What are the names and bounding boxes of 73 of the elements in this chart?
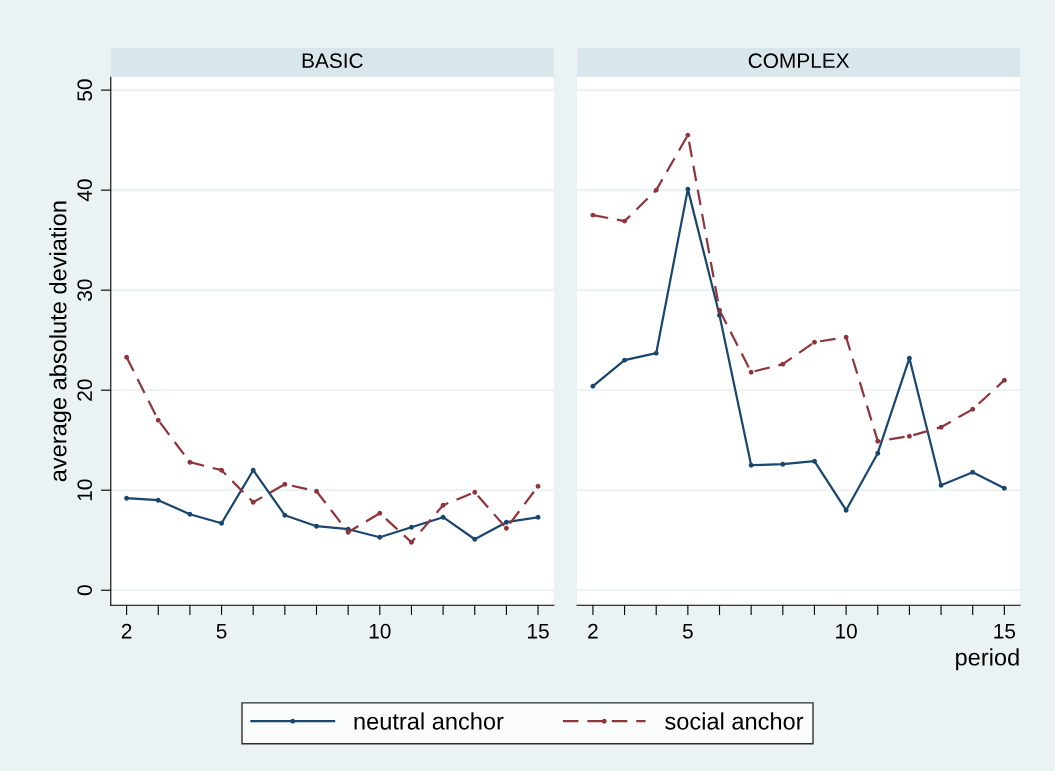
point bbox=[440, 514, 446, 520]
point bbox=[503, 519, 509, 525]
point bbox=[282, 481, 288, 487]
point bbox=[653, 187, 659, 193]
point bbox=[1001, 377, 1007, 383]
point bbox=[717, 307, 722, 313]
chart-title: BASIC bbox=[302, 53, 363, 69]
point bbox=[314, 488, 319, 494]
point bbox=[187, 511, 193, 517]
x-tick-label: 15 bbox=[528, 624, 549, 639]
point bbox=[906, 355, 912, 361]
point bbox=[377, 510, 383, 516]
point bbox=[622, 357, 627, 363]
point bbox=[590, 383, 596, 389]
point bbox=[314, 523, 319, 529]
x-tick-label: 15 bbox=[994, 624, 1016, 639]
point bbox=[812, 339, 817, 345]
x-axis-title: period bbox=[956, 648, 1019, 671]
point bbox=[875, 450, 881, 456]
point bbox=[377, 534, 383, 540]
point bbox=[748, 462, 754, 468]
point bbox=[250, 467, 256, 473]
point bbox=[535, 483, 541, 489]
point bbox=[155, 497, 161, 503]
point bbox=[155, 417, 161, 423]
point bbox=[590, 212, 596, 218]
point bbox=[938, 482, 944, 488]
point bbox=[124, 495, 130, 501]
point bbox=[622, 218, 627, 224]
y-axis-title: average absolute deviation bbox=[49, 201, 72, 482]
point bbox=[812, 458, 817, 464]
point bbox=[843, 334, 849, 340]
x-tick-label: 5 bbox=[216, 624, 227, 639]
x-tick-label: 10 bbox=[369, 623, 391, 639]
point bbox=[780, 461, 786, 467]
legend-label: neutral anchor bbox=[354, 712, 504, 730]
point bbox=[906, 433, 912, 439]
y-tick-label: 50 bbox=[77, 79, 93, 101]
point bbox=[653, 350, 659, 356]
point bbox=[472, 489, 478, 495]
point bbox=[970, 406, 976, 412]
point bbox=[282, 512, 288, 518]
point bbox=[875, 438, 881, 444]
chart-title: COMPLEX bbox=[748, 53, 850, 69]
x-tick-label: 10 bbox=[836, 623, 857, 639]
y-tick-label: 0 bbox=[77, 585, 93, 596]
point bbox=[440, 502, 446, 508]
point bbox=[503, 525, 509, 531]
y-tick-label: 30 bbox=[77, 279, 93, 301]
y-tick-label: 40 bbox=[77, 179, 93, 202]
point bbox=[843, 507, 849, 513]
point bbox=[250, 499, 256, 505]
point bbox=[1001, 485, 1007, 491]
point bbox=[219, 520, 224, 526]
y-tick-label: 20 bbox=[77, 379, 93, 401]
legend-label: social anchor bbox=[665, 712, 804, 730]
point bbox=[409, 524, 414, 530]
point bbox=[685, 186, 691, 192]
point bbox=[780, 361, 786, 367]
point bbox=[970, 469, 976, 475]
point bbox=[938, 424, 944, 430]
x-tick-label: 2 bbox=[588, 623, 598, 639]
point bbox=[124, 354, 130, 360]
point bbox=[219, 467, 224, 473]
point bbox=[748, 369, 754, 375]
point bbox=[409, 539, 414, 545]
point bbox=[535, 514, 541, 520]
point bbox=[685, 132, 691, 138]
x-tick-label: 5 bbox=[682, 624, 693, 639]
point bbox=[187, 459, 193, 465]
x-tick-label: 2 bbox=[121, 623, 132, 639]
point bbox=[472, 536, 478, 542]
y-tick-label: 10 bbox=[77, 479, 93, 501]
